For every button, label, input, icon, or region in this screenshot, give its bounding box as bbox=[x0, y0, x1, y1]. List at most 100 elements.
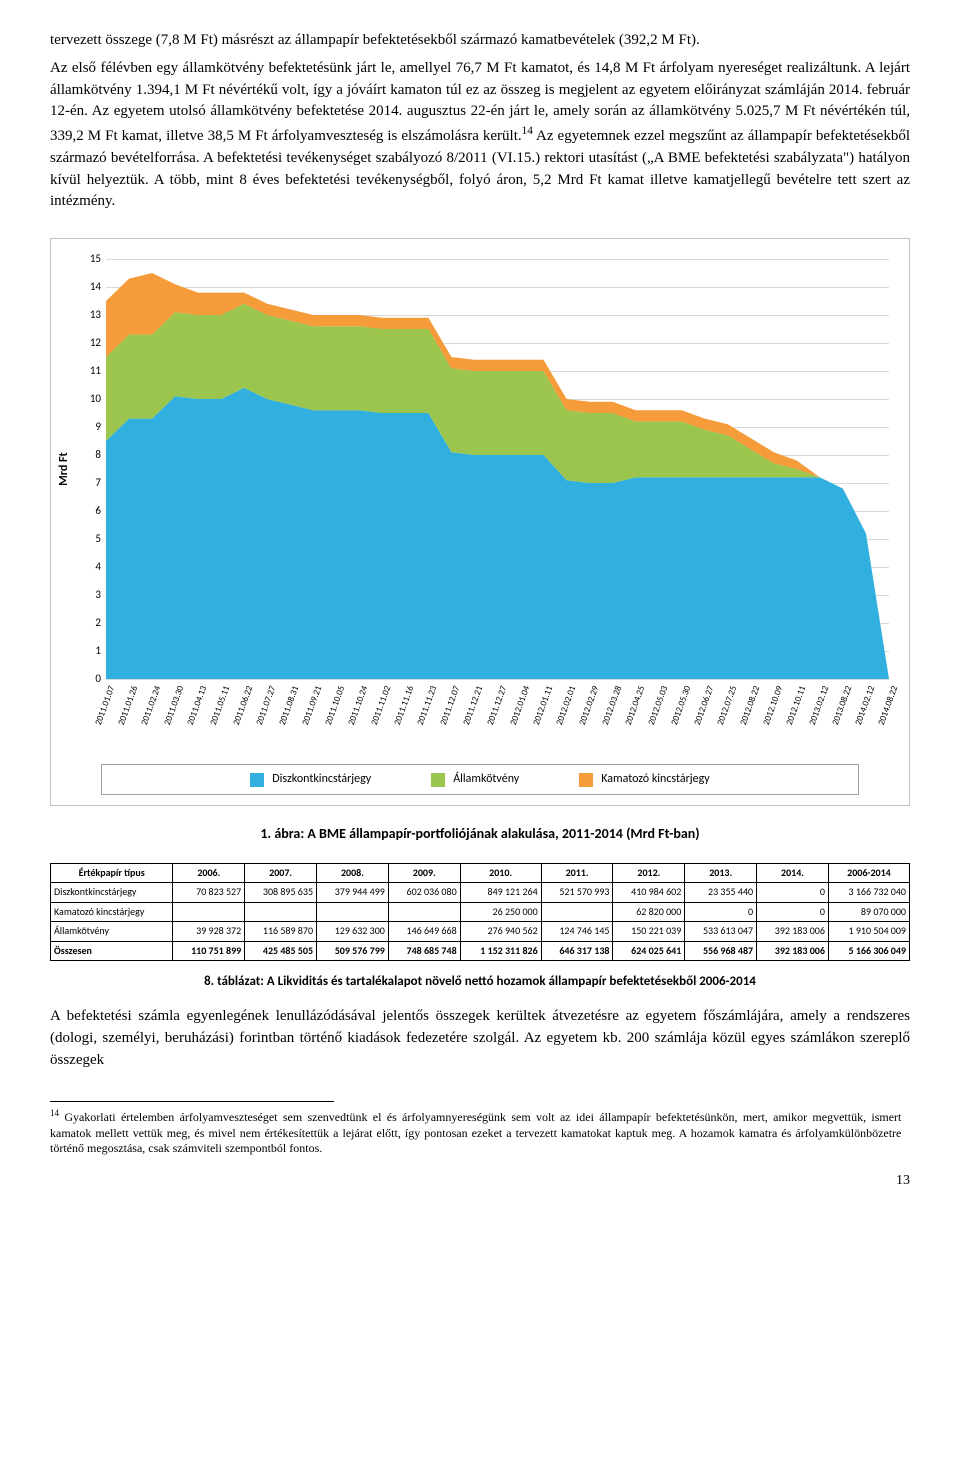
table-cell: 646 317 138 bbox=[541, 941, 613, 961]
y-tick: 12 bbox=[90, 335, 101, 351]
legend-item: Államkötvény bbox=[431, 771, 519, 788]
x-tick: 2011.12.27 bbox=[483, 684, 509, 727]
table-row: Kamatozó kincstárjegy 26 250 000 62 820 00… bbox=[51, 902, 910, 922]
chart-svg-plot bbox=[106, 259, 889, 679]
table-cell: Összesen bbox=[51, 941, 173, 961]
x-tick: 2013.02.12 bbox=[806, 684, 832, 727]
table-cell: 748 685 748 bbox=[388, 941, 460, 961]
x-tick: 2011.01.07 bbox=[92, 684, 118, 727]
x-tick: 2012.06.27 bbox=[691, 684, 717, 727]
x-tick: 2012.04.25 bbox=[622, 684, 648, 727]
legend-label: Diszkontkincstárjegy bbox=[272, 771, 371, 788]
table-header-cell: 2006. bbox=[173, 863, 245, 883]
legend-swatch bbox=[250, 773, 264, 787]
table-cell: 70 823 527 bbox=[173, 883, 245, 903]
table-cell: 124 746 145 bbox=[541, 922, 613, 942]
table-cell: 521 570 993 bbox=[541, 883, 613, 903]
portfolio-area-chart: Mrd Ft 0123456789101112131415 2011.01.07… bbox=[50, 238, 910, 806]
table-cell: 602 036 080 bbox=[388, 883, 460, 903]
table-header-cell: 2006-2014 bbox=[828, 863, 909, 883]
y-tick: 2 bbox=[95, 615, 101, 631]
x-tick: 2012.08.22 bbox=[737, 684, 763, 727]
table-header-cell: 2009. bbox=[388, 863, 460, 883]
table-header-cell: 2012. bbox=[613, 863, 685, 883]
table-cell bbox=[388, 902, 460, 922]
table-cell: 26 250 000 bbox=[460, 902, 541, 922]
table-cell: 110 751 899 bbox=[173, 941, 245, 961]
securities-yield-table: Értékpapír típus2006.2007.2008.2009.2010… bbox=[50, 863, 910, 962]
x-tick: 2011.12.21 bbox=[460, 684, 486, 727]
table-cell: Államkötvény bbox=[51, 922, 173, 942]
x-tick: 2012.10.11 bbox=[783, 684, 809, 727]
y-tick: 7 bbox=[95, 475, 101, 491]
table-header-cell: 2008. bbox=[317, 863, 389, 883]
y-tick: 0 bbox=[95, 671, 101, 687]
y-tick: 9 bbox=[95, 419, 101, 435]
table-cell: 89 070 000 bbox=[828, 902, 909, 922]
table-cell: 3 166 732 040 bbox=[828, 883, 909, 903]
x-tick: 2012.05.30 bbox=[668, 684, 694, 727]
legend-label: Államkötvény bbox=[453, 771, 519, 788]
table-cell: 0 bbox=[757, 902, 829, 922]
footnote-ref-14: 14 bbox=[522, 125, 533, 137]
y-tick: 1 bbox=[95, 643, 101, 659]
y-tick: 8 bbox=[95, 447, 101, 463]
table-cell: 509 576 799 bbox=[317, 941, 389, 961]
table-cell: 308 895 635 bbox=[245, 883, 317, 903]
x-tick: 2012.05.03 bbox=[645, 684, 671, 727]
table-cell: 0 bbox=[757, 883, 829, 903]
y-tick: 5 bbox=[95, 531, 101, 547]
table-cell bbox=[173, 902, 245, 922]
table-cell: 392 183 006 bbox=[757, 941, 829, 961]
chart-plot-area: Mrd Ft 0123456789101112131415 bbox=[106, 259, 889, 679]
footnote-14: 14 Gyakorlati értelemben árfolyamvesztes… bbox=[50, 1108, 901, 1157]
x-tick: 2012.01.04 bbox=[506, 684, 532, 727]
y-tick: 10 bbox=[90, 391, 101, 407]
y-tick: 13 bbox=[90, 307, 101, 323]
table-cell bbox=[541, 902, 613, 922]
footnotes-section: 14 Gyakorlati értelemben árfolyamvesztes… bbox=[50, 1101, 334, 1157]
table-cell: 23 355 440 bbox=[685, 883, 757, 903]
footnote-text-content: Gyakorlati értelemben árfolyamvesztesége… bbox=[50, 1110, 901, 1155]
x-tick: 2012.02.01 bbox=[553, 684, 579, 727]
table-header-cell: 2013. bbox=[685, 863, 757, 883]
table-cell: 150 221 039 bbox=[613, 922, 685, 942]
y-tick: 11 bbox=[90, 363, 101, 379]
table-cell: 39 928 372 bbox=[173, 922, 245, 942]
table-cell: 1 152 311 826 bbox=[460, 941, 541, 961]
table-cell: 425 485 505 bbox=[245, 941, 317, 961]
x-tick: 2014.08.22 bbox=[875, 684, 901, 727]
y-axis-label: Mrd Ft bbox=[56, 452, 73, 485]
table-cell: Kamatozó kincstárjegy bbox=[51, 902, 173, 922]
table-row: Diszkontkincstárjegy70 823 527308 895 63… bbox=[51, 883, 910, 903]
table-cell: 146 649 668 bbox=[388, 922, 460, 942]
x-tick: 2012.02.29 bbox=[576, 684, 602, 727]
legend-label: Kamatozó kincstárjegy bbox=[601, 771, 709, 788]
x-tick: 2012.03.28 bbox=[599, 684, 625, 727]
table-cell: 129 632 300 bbox=[317, 922, 389, 942]
table-cell: 379 944 499 bbox=[317, 883, 389, 903]
table-cell: 0 bbox=[685, 902, 757, 922]
footnote-marker: 14 bbox=[50, 1108, 59, 1118]
y-axis-ticks: 0123456789101112131415 bbox=[76, 259, 101, 679]
table-cell bbox=[245, 902, 317, 922]
y-tick: 3 bbox=[95, 587, 101, 603]
table-cell: 410 984 602 bbox=[613, 883, 685, 903]
legend-item: Diszkontkincstárjegy bbox=[250, 771, 371, 788]
table-cell: 533 613 047 bbox=[685, 922, 757, 942]
paragraph-2: Az első félévben egy államkötvény befekt… bbox=[50, 58, 910, 213]
paragraph-1: tervezett összege (7,8 M Ft) másrészt az… bbox=[50, 30, 910, 52]
table-header-cell: 2010. bbox=[460, 863, 541, 883]
table-cell: 849 121 264 bbox=[460, 883, 541, 903]
table-header-cell: 2007. bbox=[245, 863, 317, 883]
chart-legend: Diszkontkincstárjegy Államkötvény Kamatozó… bbox=[101, 764, 859, 795]
table-cell: 392 183 006 bbox=[757, 922, 829, 942]
table-cell: 276 940 562 bbox=[460, 922, 541, 942]
page-number: 13 bbox=[50, 1171, 910, 1191]
table-cell: 116 589 870 bbox=[245, 922, 317, 942]
table-row: Államkötvény39 928 372116 589 870129 632… bbox=[51, 922, 910, 942]
table-cell: 62 820 000 bbox=[613, 902, 685, 922]
legend-item: Kamatozó kincstárjegy bbox=[579, 771, 709, 788]
x-axis-ticks: 2011.01.072011.01.262011.02.242011.03.30… bbox=[106, 684, 889, 754]
table-header-cell: 2014. bbox=[757, 863, 829, 883]
